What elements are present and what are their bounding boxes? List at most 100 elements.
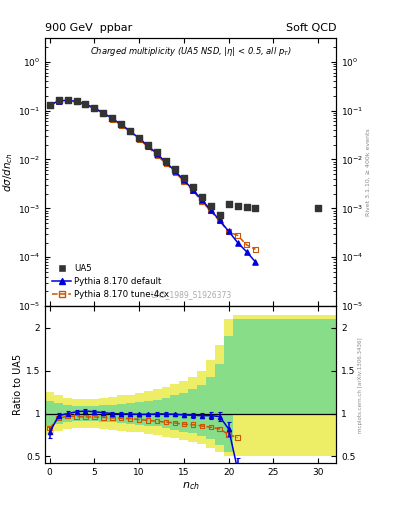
Point: [217, 217, 223, 225]
Point: [198, 196, 205, 204]
Point: [64, 96, 71, 104]
Point: [73, 97, 80, 105]
Point: [55, 96, 62, 104]
Point: [190, 186, 196, 195]
Point: [163, 418, 169, 426]
Point: [145, 142, 151, 150]
Point: [181, 177, 187, 185]
Point: [64, 96, 71, 104]
Point: [82, 101, 88, 109]
Point: [252, 258, 259, 266]
Point: [154, 150, 160, 158]
Point: [64, 412, 71, 420]
Point: [82, 413, 88, 421]
Point: [315, 204, 321, 212]
Text: Soft QCD: Soft QCD: [286, 23, 336, 33]
Point: [226, 228, 232, 236]
Point: [172, 168, 178, 176]
Point: [198, 193, 205, 201]
Point: [243, 248, 250, 256]
Point: [118, 120, 125, 128]
Point: [235, 239, 241, 247]
Point: [118, 121, 125, 130]
Point: [235, 231, 241, 240]
Point: [46, 101, 53, 110]
Y-axis label: Ratio to UA5: Ratio to UA5: [13, 354, 23, 415]
Point: [198, 197, 205, 205]
Point: [100, 109, 107, 117]
Point: [181, 176, 187, 184]
Point: [136, 415, 142, 423]
Point: [136, 135, 142, 143]
Point: [127, 127, 133, 136]
Point: [217, 211, 223, 220]
Point: [127, 415, 133, 423]
Point: [208, 207, 214, 215]
Point: [243, 241, 250, 249]
Text: 900 GeV  ppbar: 900 GeV ppbar: [45, 23, 132, 33]
Point: [82, 100, 88, 108]
Point: [181, 420, 187, 429]
Point: [109, 414, 116, 422]
Point: [100, 413, 107, 421]
Point: [217, 425, 223, 433]
Point: [190, 183, 196, 191]
Point: [100, 109, 107, 117]
Point: [163, 157, 169, 165]
Point: [208, 206, 214, 214]
Point: [55, 97, 62, 105]
Point: [190, 186, 196, 194]
Point: [172, 165, 178, 173]
Point: [64, 97, 71, 105]
Point: [163, 159, 169, 167]
Point: [145, 141, 151, 149]
Point: [172, 167, 178, 175]
Point: [136, 134, 142, 142]
Text: Charged multiplicity (UA5 NSD, |η| < 0.5, all p$_T$): Charged multiplicity (UA5 NSD, |η| < 0.5…: [90, 45, 292, 58]
Point: [217, 216, 223, 224]
Point: [82, 100, 88, 108]
Point: [73, 98, 80, 106]
Point: [55, 97, 62, 105]
Point: [55, 414, 62, 422]
Point: [100, 109, 107, 117]
Point: [109, 115, 116, 123]
Point: [154, 152, 160, 160]
Text: UA5_1989_S1926373: UA5_1989_S1926373: [150, 290, 231, 300]
Point: [46, 101, 53, 109]
Point: [208, 423, 214, 432]
Point: [252, 245, 259, 253]
Point: [46, 100, 53, 109]
Point: [252, 204, 259, 212]
Point: [91, 413, 97, 421]
Point: [127, 126, 133, 135]
Point: [46, 424, 53, 432]
Point: [243, 203, 250, 211]
Point: [109, 114, 116, 122]
Point: [73, 97, 80, 105]
Point: [154, 148, 160, 157]
Point: [136, 134, 142, 142]
Point: [118, 120, 125, 129]
Point: [145, 416, 151, 424]
Y-axis label: mcplots.cern.ch [arXiv:1306.3436]: mcplots.cern.ch [arXiv:1306.3436]: [358, 337, 363, 433]
Point: [235, 434, 241, 442]
Y-axis label: $d\sigma/dn_{ch}$: $d\sigma/dn_{ch}$: [1, 152, 15, 192]
Point: [154, 417, 160, 425]
Point: [127, 127, 133, 135]
Point: [208, 202, 214, 210]
Legend: UA5, Pythia 8.170 default, Pythia 8.170 tune-4cx: UA5, Pythia 8.170 default, Pythia 8.170 …: [50, 261, 172, 302]
Point: [172, 419, 178, 427]
Point: [190, 420, 196, 429]
Point: [145, 143, 151, 151]
Point: [226, 200, 232, 208]
Point: [226, 227, 232, 236]
Point: [163, 158, 169, 166]
X-axis label: $n_{ch}$: $n_{ch}$: [182, 480, 200, 492]
Point: [226, 431, 232, 439]
Point: [118, 414, 125, 422]
Point: [198, 422, 205, 430]
Point: [91, 104, 97, 112]
Point: [73, 413, 80, 421]
Y-axis label: Rivet 3.1.10, ≥ 400k events: Rivet 3.1.10, ≥ 400k events: [366, 129, 371, 216]
